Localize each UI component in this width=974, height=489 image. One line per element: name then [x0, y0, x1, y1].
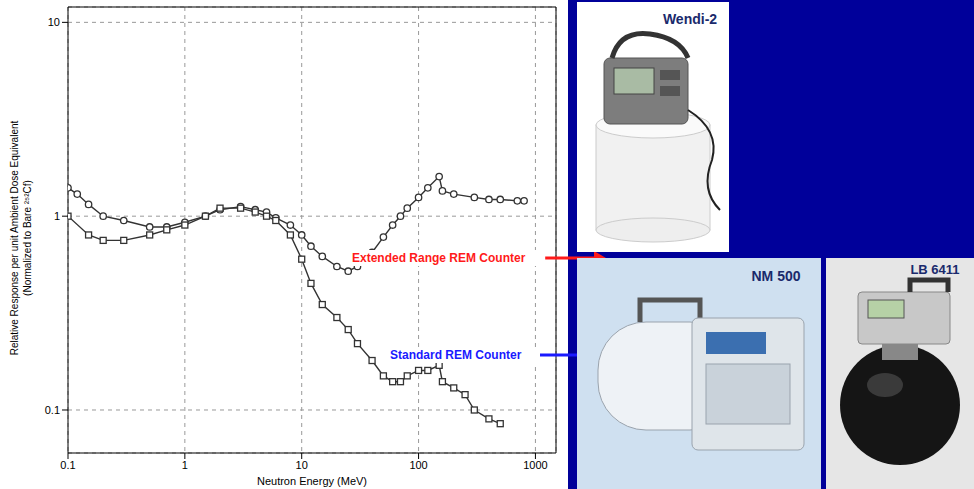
svg-text:(Normalized to Bare ²⁵²Cf): (Normalized to Bare ²⁵²Cf) — [22, 180, 33, 296]
svg-text:100: 100 — [409, 459, 427, 471]
svg-text:Neutron Energy (MeV): Neutron Energy (MeV) — [257, 475, 367, 487]
svg-text:1: 1 — [54, 210, 60, 222]
svg-text:Extended Range REM Counter: Extended Range REM Counter — [352, 251, 526, 265]
svg-text:10: 10 — [48, 16, 60, 28]
svg-text:0.1: 0.1 — [45, 404, 60, 416]
svg-text:NM 500: NM 500 — [751, 268, 800, 284]
svg-text:10: 10 — [296, 459, 308, 471]
svg-text:Wendi-2: Wendi-2 — [663, 11, 717, 27]
svg-text:Relative Response per unit Amb: Relative Response per unit Ambient Dose … — [9, 120, 20, 355]
svg-text:0.1: 0.1 — [60, 459, 75, 471]
svg-text:LB 6411: LB 6411 — [910, 262, 959, 277]
svg-text:1000: 1000 — [523, 459, 547, 471]
svg-text:Standard REM Counter: Standard REM Counter — [390, 348, 522, 362]
svg-text:1: 1 — [182, 459, 188, 471]
